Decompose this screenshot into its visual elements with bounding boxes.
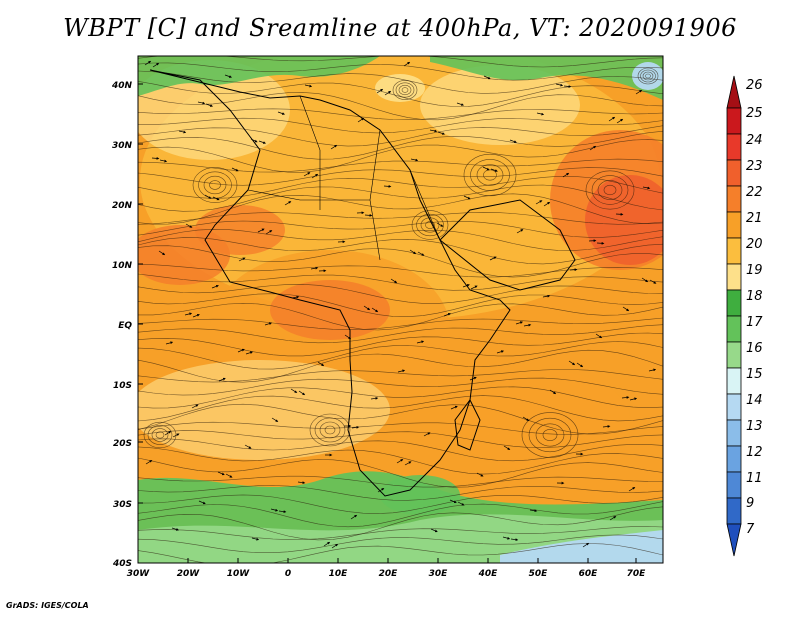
colorbar-label-16: 16 bbox=[746, 341, 763, 356]
lat-label-eq: EQ bbox=[118, 321, 132, 331]
lat-label-30n: 30N bbox=[112, 141, 133, 151]
colorbar-label-17: 17 bbox=[746, 315, 763, 330]
colorbar-label-15: 15 bbox=[746, 367, 763, 382]
axis-ticks bbox=[138, 83, 637, 563]
lat-label-10s: 10S bbox=[113, 381, 132, 391]
colorbar-label-20: 20 bbox=[746, 237, 763, 252]
colorbar-label-7: 7 bbox=[746, 522, 755, 537]
lon-label-10e: 10E bbox=[329, 569, 349, 579]
lon-label-30w: 30W bbox=[127, 569, 151, 579]
lon-label-70e: 70E bbox=[627, 569, 647, 579]
colorbar-swatch-24 bbox=[726, 133, 742, 161]
colorbar-label-11: 11 bbox=[746, 471, 763, 486]
lat-label-10n: 10N bbox=[112, 261, 133, 271]
colorbar-swatch-23 bbox=[726, 159, 742, 187]
colorbar-swatch-22 bbox=[726, 185, 742, 213]
colorbar-swatch-14 bbox=[726, 393, 742, 421]
lon-label-40e: 40E bbox=[478, 569, 499, 579]
colorbar-swatch-7 bbox=[726, 523, 742, 557]
chart-title: WBPT [C] and Sreamline at 400hPa, VT: 20… bbox=[63, 14, 737, 42]
colorbar-swatch-26 bbox=[726, 75, 742, 109]
lat-label-40s: 40S bbox=[112, 559, 132, 569]
colorbar-label-14: 14 bbox=[746, 393, 763, 408]
lat-label-40n: 40N bbox=[111, 81, 133, 91]
lon-label-60e: 60E bbox=[579, 569, 599, 579]
map-panel bbox=[138, 56, 663, 563]
colorbar-label-24: 24 bbox=[746, 133, 763, 148]
longitude-axis: 30W 20W 10W 0 10E 20E 30E 40E 50E 60E 70… bbox=[127, 569, 646, 579]
lon-label-20w: 20W bbox=[177, 569, 201, 579]
colorbar-swatch-12 bbox=[726, 445, 742, 473]
colorbar bbox=[726, 75, 742, 557]
colorbar-swatch-15 bbox=[726, 367, 742, 395]
lon-label-20e: 20E bbox=[379, 569, 399, 579]
wbpt-shading bbox=[138, 56, 663, 563]
colorbar-swatch-17 bbox=[726, 315, 742, 343]
map-frame bbox=[137, 55, 664, 564]
colorbar-swatch-25 bbox=[726, 107, 742, 135]
colorbar-swatch-16 bbox=[726, 341, 742, 369]
lat-label-30s: 30S bbox=[113, 500, 132, 510]
lon-label-10w: 10W bbox=[227, 569, 251, 579]
grads-credit: GrADS: IGES/COLA bbox=[6, 601, 89, 610]
colorbar-swatch-11 bbox=[726, 471, 742, 499]
colorbar-labels: 26 25 24 23 22 21 20 19 18 17 16 15 14 1… bbox=[746, 78, 763, 537]
colorbar-swatch-21 bbox=[726, 211, 742, 239]
colorbar-label-22: 22 bbox=[746, 185, 763, 200]
colorbar-label-23: 23 bbox=[746, 159, 763, 174]
streamlines bbox=[138, 56, 663, 563]
colorbar-label-26: 26 bbox=[746, 78, 763, 93]
colorbar-label-21: 21 bbox=[746, 211, 763, 226]
lon-label-30e: 30E bbox=[429, 569, 449, 579]
colorbar-swatch-20 bbox=[726, 237, 742, 265]
lat-label-20n: 20N bbox=[112, 201, 133, 211]
coastlines bbox=[149, 69, 576, 497]
colorbar-label-25: 25 bbox=[746, 106, 763, 121]
colorbar-label-19: 19 bbox=[746, 263, 763, 278]
colorbar-swatch-19 bbox=[726, 263, 742, 291]
colorbar-label-12: 12 bbox=[746, 445, 763, 460]
colorbar-swatch-18 bbox=[726, 289, 742, 317]
latitude-axis: 40N 30N 20N 10N EQ 10S 20S 30S 40S bbox=[111, 81, 133, 569]
lat-label-20s: 20S bbox=[113, 439, 132, 449]
colorbar-label-18: 18 bbox=[746, 289, 763, 304]
lon-label-0: 0 bbox=[285, 569, 291, 579]
colorbar-label-9: 9 bbox=[746, 496, 754, 511]
colorbar-swatch-13 bbox=[726, 419, 742, 447]
colorbar-swatch-9 bbox=[726, 497, 742, 525]
colorbar-label-13: 13 bbox=[746, 419, 763, 434]
lon-label-50e: 50E bbox=[529, 569, 549, 579]
